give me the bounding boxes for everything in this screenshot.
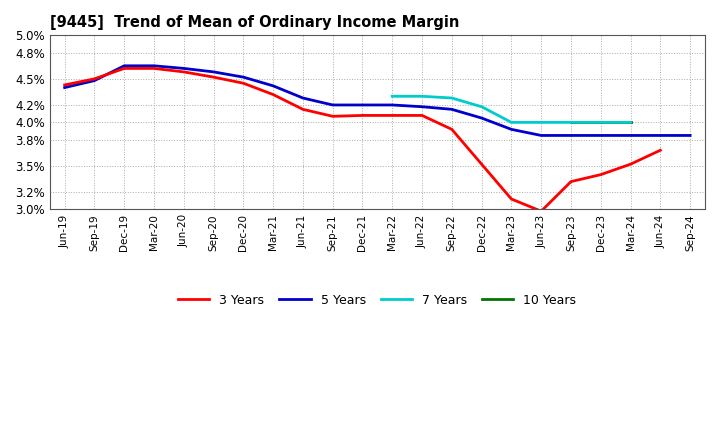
7 Years	[626, 120, 635, 125]
3 Years	[239, 81, 248, 86]
Line: 5 Years: 5 Years	[65, 66, 690, 136]
3 Years	[388, 113, 397, 118]
10 Years	[567, 120, 575, 125]
5 Years	[150, 63, 158, 69]
3 Years	[179, 69, 188, 74]
Line: 3 Years: 3 Years	[65, 68, 660, 211]
3 Years	[418, 113, 426, 118]
7 Years	[477, 104, 486, 110]
10 Years	[626, 120, 635, 125]
7 Years	[507, 120, 516, 125]
3 Years	[537, 209, 546, 214]
5 Years	[567, 133, 575, 138]
5 Years	[388, 103, 397, 108]
5 Years	[418, 104, 426, 110]
5 Years	[507, 127, 516, 132]
3 Years	[567, 179, 575, 184]
7 Years	[567, 120, 575, 125]
5 Years	[596, 133, 605, 138]
5 Years	[477, 115, 486, 121]
3 Years	[328, 114, 337, 119]
5 Years	[358, 103, 366, 108]
3 Years	[448, 127, 456, 132]
5 Years	[179, 66, 188, 71]
3 Years	[477, 161, 486, 167]
3 Years	[269, 92, 277, 97]
5 Years	[626, 133, 635, 138]
7 Years	[418, 94, 426, 99]
5 Years	[90, 78, 99, 83]
3 Years	[90, 76, 99, 81]
5 Years	[210, 69, 218, 74]
3 Years	[299, 106, 307, 112]
Legend: 3 Years, 5 Years, 7 Years, 10 Years: 3 Years, 5 Years, 7 Years, 10 Years	[174, 289, 582, 312]
5 Years	[299, 95, 307, 101]
5 Years	[269, 83, 277, 88]
5 Years	[239, 74, 248, 80]
3 Years	[656, 147, 665, 153]
Text: [9445]  Trend of Mean of Ordinary Income Margin: [9445] Trend of Mean of Ordinary Income …	[50, 15, 459, 30]
Line: 7 Years: 7 Years	[392, 96, 631, 122]
3 Years	[358, 113, 366, 118]
3 Years	[507, 196, 516, 202]
5 Years	[656, 133, 665, 138]
7 Years	[537, 120, 546, 125]
7 Years	[388, 94, 397, 99]
3 Years	[210, 74, 218, 80]
5 Years	[60, 85, 69, 90]
5 Years	[685, 133, 694, 138]
7 Years	[596, 120, 605, 125]
3 Years	[150, 66, 158, 71]
3 Years	[596, 172, 605, 177]
5 Years	[537, 133, 546, 138]
5 Years	[448, 106, 456, 112]
5 Years	[120, 63, 128, 69]
3 Years	[120, 66, 128, 71]
7 Years	[448, 95, 456, 101]
3 Years	[626, 161, 635, 167]
10 Years	[596, 120, 605, 125]
3 Years	[60, 82, 69, 88]
5 Years	[328, 103, 337, 108]
